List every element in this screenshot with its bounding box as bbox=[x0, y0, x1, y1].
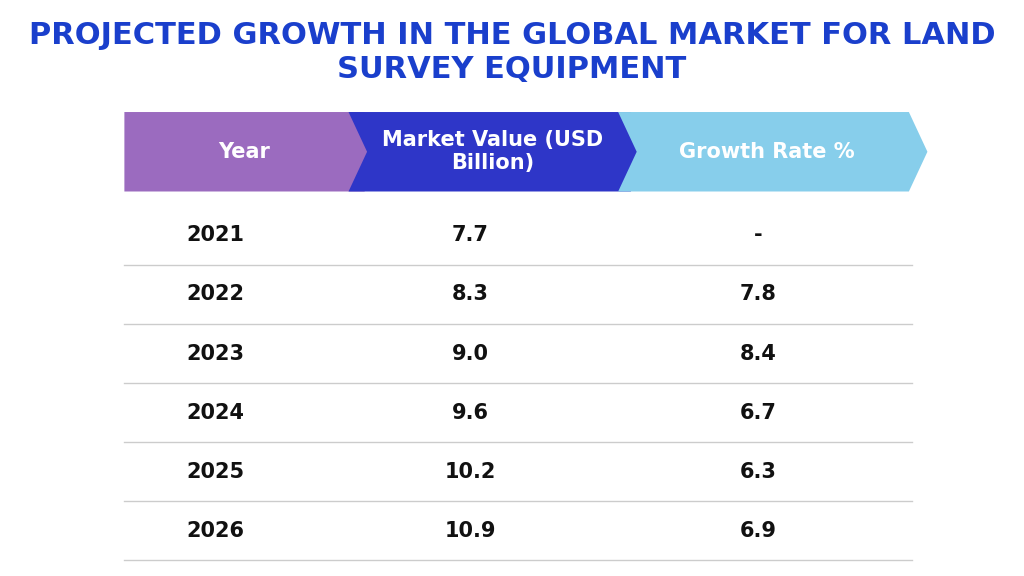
Text: 2022: 2022 bbox=[186, 285, 245, 304]
Polygon shape bbox=[618, 112, 928, 191]
Polygon shape bbox=[124, 112, 383, 191]
Text: 7.7: 7.7 bbox=[452, 225, 488, 245]
Text: 2021: 2021 bbox=[186, 225, 245, 245]
Text: Growth Rate %: Growth Rate % bbox=[679, 142, 855, 162]
Text: 9.6: 9.6 bbox=[452, 403, 488, 423]
Text: 6.7: 6.7 bbox=[739, 403, 776, 423]
Text: 7.8: 7.8 bbox=[739, 285, 776, 304]
Text: 10.9: 10.9 bbox=[444, 521, 497, 541]
Text: Market Value (USD
Billion): Market Value (USD Billion) bbox=[383, 130, 603, 173]
Text: 9.0: 9.0 bbox=[452, 343, 488, 363]
Text: Year: Year bbox=[218, 142, 270, 162]
Text: 2026: 2026 bbox=[186, 521, 245, 541]
Text: 10.2: 10.2 bbox=[444, 462, 497, 482]
Text: 6.9: 6.9 bbox=[739, 521, 776, 541]
Text: 2025: 2025 bbox=[186, 462, 245, 482]
Text: 8.4: 8.4 bbox=[739, 343, 776, 363]
Text: 6.3: 6.3 bbox=[739, 462, 776, 482]
Text: 2024: 2024 bbox=[186, 403, 245, 423]
Text: -: - bbox=[754, 225, 763, 245]
Polygon shape bbox=[348, 112, 649, 191]
Text: PROJECTED GROWTH IN THE GLOBAL MARKET FOR LAND
SURVEY EQUIPMENT: PROJECTED GROWTH IN THE GLOBAL MARKET FO… bbox=[29, 21, 995, 84]
Text: 2023: 2023 bbox=[186, 343, 245, 363]
Text: 8.3: 8.3 bbox=[452, 285, 488, 304]
